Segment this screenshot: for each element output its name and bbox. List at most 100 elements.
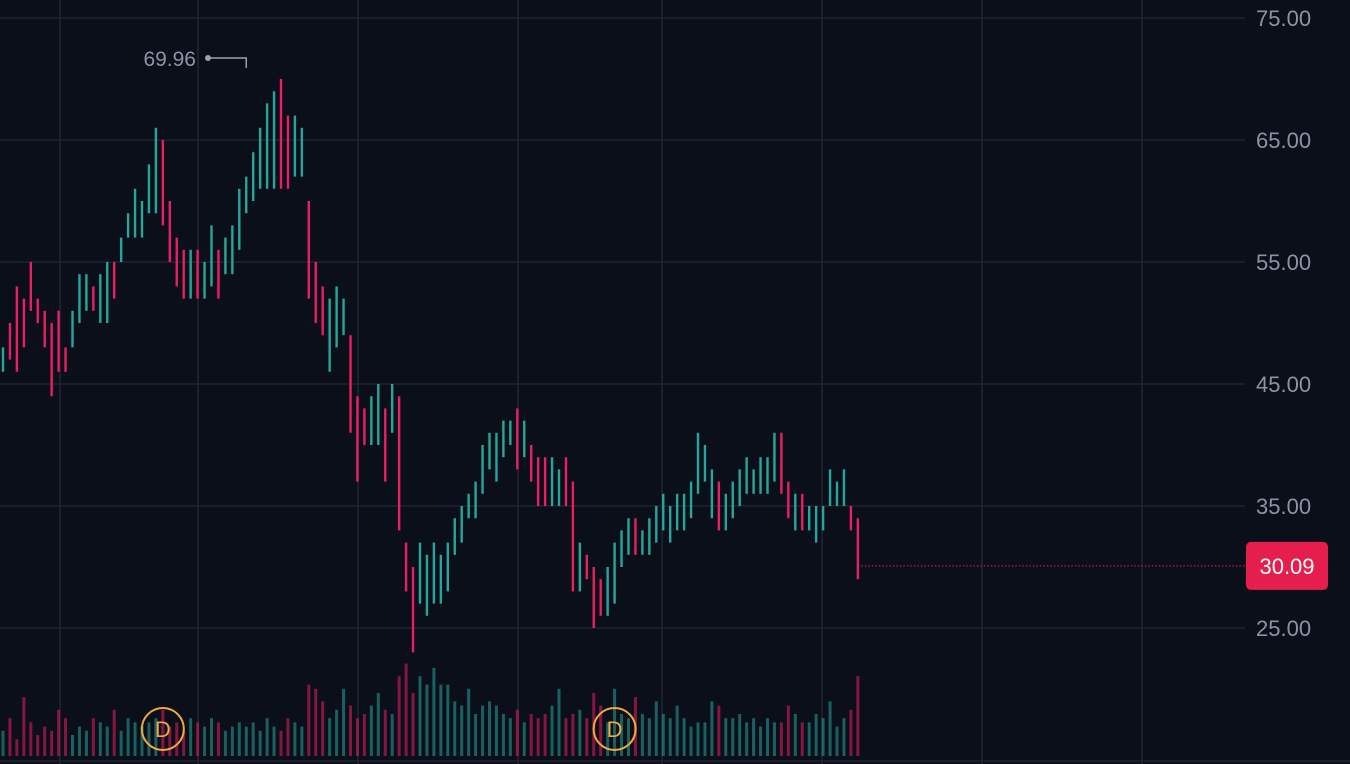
volume-bar [43, 726, 47, 756]
high-marker-leader [208, 57, 247, 68]
volume-bar [543, 714, 547, 756]
volume-bar [314, 688, 318, 756]
volume-bar [64, 718, 68, 756]
volume-bar [668, 718, 672, 756]
volume-bar [529, 714, 533, 756]
volume-bar [703, 722, 707, 756]
volume-bar [349, 705, 352, 756]
y-tick-label: 25.00 [1256, 616, 1311, 641]
volume-bar [779, 722, 783, 756]
volume-bar [585, 718, 589, 756]
y-tick-label: 65.00 [1256, 128, 1311, 153]
volume-bar [355, 718, 359, 756]
volume-bar [752, 718, 756, 756]
volume-bar [237, 722, 241, 756]
volume-bar [210, 718, 213, 756]
volume-bar [849, 709, 853, 756]
volume-bar [8, 718, 12, 756]
dividend-marker-icon[interactable] [592, 707, 637, 751]
volume-bar [814, 714, 818, 756]
high-price-label: 69.96 [143, 48, 196, 71]
volume-bar [1, 730, 5, 756]
volume-bar [453, 701, 457, 756]
volume-bar [766, 718, 769, 756]
dividend-marker-icon[interactable] [140, 707, 185, 751]
volume-bar [488, 701, 491, 756]
volume-bar [835, 726, 839, 756]
price-axis[interactable]: 75.00 65.00 55.00 45.00 35.00 25.00 [1256, 6, 1311, 641]
volume-bar [828, 701, 832, 756]
y-tick-label: 75.00 [1256, 6, 1311, 31]
volume-bar [119, 730, 123, 756]
volume-bar [175, 722, 179, 756]
volume-bar [627, 718, 630, 756]
volume-bar [425, 684, 429, 756]
volume-bar [362, 714, 366, 756]
volume-bar [689, 726, 693, 756]
volume-bar [140, 726, 144, 756]
volume-bar [84, 730, 88, 756]
volume-bar [376, 693, 380, 756]
volume-bar [842, 718, 846, 756]
volume-bar [724, 718, 728, 756]
volume-bar [203, 726, 207, 756]
volume-bar [731, 718, 735, 756]
volume-bar [647, 718, 651, 756]
volume-bar [57, 709, 61, 756]
volume-bar [105, 726, 109, 756]
volume-bar [244, 726, 248, 756]
volume-bars [1, 663, 860, 756]
chart-annotations: 69.96 30.09 [143, 48, 1328, 590]
volume-bar [397, 676, 401, 756]
volume-bar [29, 722, 33, 756]
volume-bar [640, 714, 644, 756]
last-price-badge[interactable] [1246, 541, 1328, 590]
price-bars [1, 79, 860, 653]
volume-bar [321, 701, 325, 756]
volume-bar [383, 709, 387, 756]
volume-bar [71, 735, 74, 756]
dividend-marker-label: D [607, 717, 623, 742]
volume-bar [439, 684, 443, 756]
volume-bar [77, 726, 81, 756]
volume-bar [286, 718, 290, 756]
volume-bar [342, 688, 346, 756]
volume-bar [335, 709, 339, 756]
volume-bar [654, 701, 658, 756]
volume-bar [307, 684, 311, 756]
volume-bar [189, 718, 193, 756]
volume-bar [22, 697, 26, 756]
volume-bar [230, 726, 234, 756]
volume-bar [717, 705, 721, 756]
volume-bar [272, 726, 276, 756]
volume-bar [738, 714, 742, 756]
volume-bar [265, 718, 269, 756]
volume-bar [821, 718, 825, 756]
volume-bar [550, 705, 554, 756]
volume-bar [390, 714, 394, 756]
volume-bar [772, 722, 776, 756]
volume-bar [571, 714, 575, 756]
volume-bar [856, 676, 860, 756]
volume-bar [759, 726, 763, 756]
volume-bar [133, 722, 137, 756]
volume-bar [522, 722, 526, 756]
volume-bar [251, 722, 255, 756]
volume-bar [216, 722, 220, 756]
volume-bar [481, 705, 485, 756]
volume-bar [661, 714, 665, 756]
volume-bar [161, 709, 165, 756]
volume-bar [474, 714, 478, 756]
volume-bar [620, 714, 624, 756]
volume-bar [710, 701, 714, 756]
volume-bar [168, 726, 172, 756]
volume-bar [112, 709, 116, 756]
volume-bar [675, 705, 679, 756]
volume-bar [508, 718, 512, 756]
volume-bar [50, 730, 54, 756]
volume-bar [154, 718, 158, 756]
volume-bar [279, 730, 283, 756]
